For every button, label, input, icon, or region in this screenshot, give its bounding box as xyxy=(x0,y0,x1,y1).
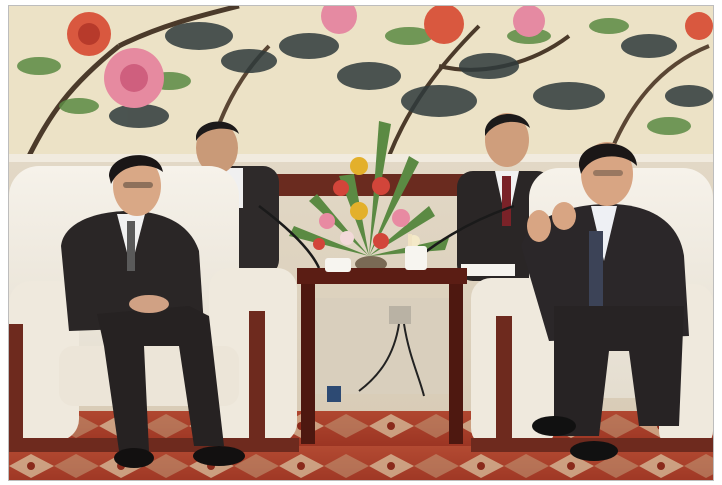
meeting-photo xyxy=(9,6,713,480)
mural-painting xyxy=(9,6,713,162)
floor-outlet xyxy=(327,386,341,402)
person-seated-left xyxy=(61,155,245,468)
flower-arrangement xyxy=(289,121,449,272)
side-table xyxy=(297,234,467,444)
photo-frame xyxy=(8,5,714,481)
notepad xyxy=(461,264,515,276)
person-seated-right xyxy=(521,142,689,461)
wall-rail xyxy=(249,174,479,196)
peony-flowers xyxy=(67,6,713,108)
